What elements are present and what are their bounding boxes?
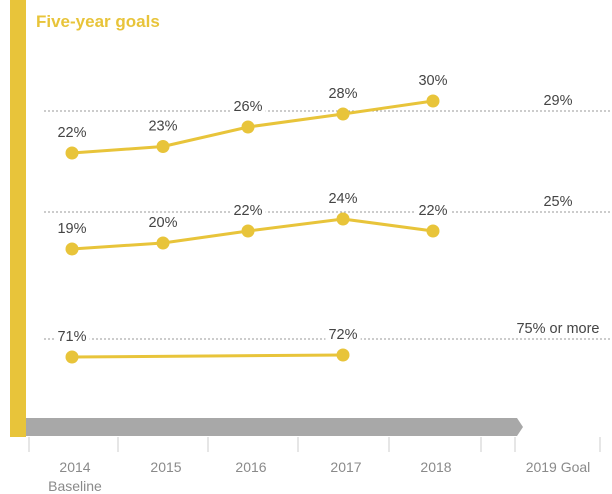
goal-label-background bbox=[539, 92, 577, 110]
data-label: 30% bbox=[418, 73, 447, 89]
series-line bbox=[71, 353, 344, 359]
data-point bbox=[426, 224, 440, 238]
data-label-background bbox=[325, 326, 361, 344]
data-label: 71% bbox=[57, 329, 86, 345]
data-point bbox=[336, 348, 350, 362]
goal-label-background bbox=[539, 193, 577, 211]
data-label-background bbox=[230, 202, 266, 220]
series-group: 22% 23% 26% 28% 30% 29% 19% 20% 22% 24% 22% 25% 71% 7… bbox=[54, 72, 604, 364]
accent-bar bbox=[10, 0, 26, 437]
x-tick-label: 2018 bbox=[420, 459, 451, 475]
data-label: 26% bbox=[233, 99, 262, 115]
goal-tick-label: 2019 Goal bbox=[526, 459, 591, 475]
data-point bbox=[65, 242, 79, 256]
data-label: 22% bbox=[418, 203, 447, 219]
goal-label: 29% bbox=[543, 93, 572, 109]
data-label: 20% bbox=[148, 215, 177, 231]
x-tick-label: 2016 bbox=[235, 459, 266, 475]
x-tick-label: 2015 bbox=[150, 459, 181, 475]
data-label: 22% bbox=[233, 203, 262, 219]
x-tick-label: 2017 bbox=[330, 459, 361, 475]
data-label: 19% bbox=[57, 221, 86, 237]
data-point bbox=[65, 146, 79, 160]
chart-title: Five-year goals bbox=[36, 12, 160, 31]
x-axis: 2014 2015 2016 2017 2018 Baseline 2019 Goal bbox=[28, 437, 601, 494]
timeline-arrow bbox=[26, 418, 523, 436]
data-label-background bbox=[325, 190, 361, 208]
goal-label: 25% bbox=[543, 194, 572, 210]
data-label: 22% bbox=[57, 125, 86, 141]
data-label-background bbox=[54, 220, 90, 238]
data-label: 24% bbox=[328, 191, 357, 207]
goal-label-background bbox=[512, 320, 604, 338]
data-point bbox=[426, 94, 440, 108]
data-point bbox=[241, 120, 255, 134]
data-point bbox=[156, 140, 170, 153]
data-label-background bbox=[145, 214, 181, 232]
data-point bbox=[336, 107, 350, 121]
data-label-background bbox=[415, 202, 451, 220]
data-point bbox=[156, 236, 170, 250]
data-label: 28% bbox=[328, 86, 357, 102]
data-label-background bbox=[54, 328, 90, 346]
data-label-background bbox=[415, 72, 451, 90]
baseline-label: Baseline bbox=[48, 478, 102, 494]
data-label: 23% bbox=[148, 119, 177, 135]
x-tick-label: 2014 bbox=[59, 459, 90, 475]
goal-guide-lines bbox=[44, 110, 612, 340]
data-point bbox=[65, 350, 79, 364]
data-label: 72% bbox=[328, 327, 357, 343]
goal-label: 75% or more bbox=[516, 321, 599, 337]
data-label-background bbox=[325, 85, 361, 103]
data-point bbox=[241, 224, 255, 238]
data-label-background bbox=[145, 117, 181, 136]
data-label-background bbox=[230, 98, 266, 116]
data-label-background bbox=[54, 124, 90, 142]
data-point bbox=[336, 212, 350, 226]
